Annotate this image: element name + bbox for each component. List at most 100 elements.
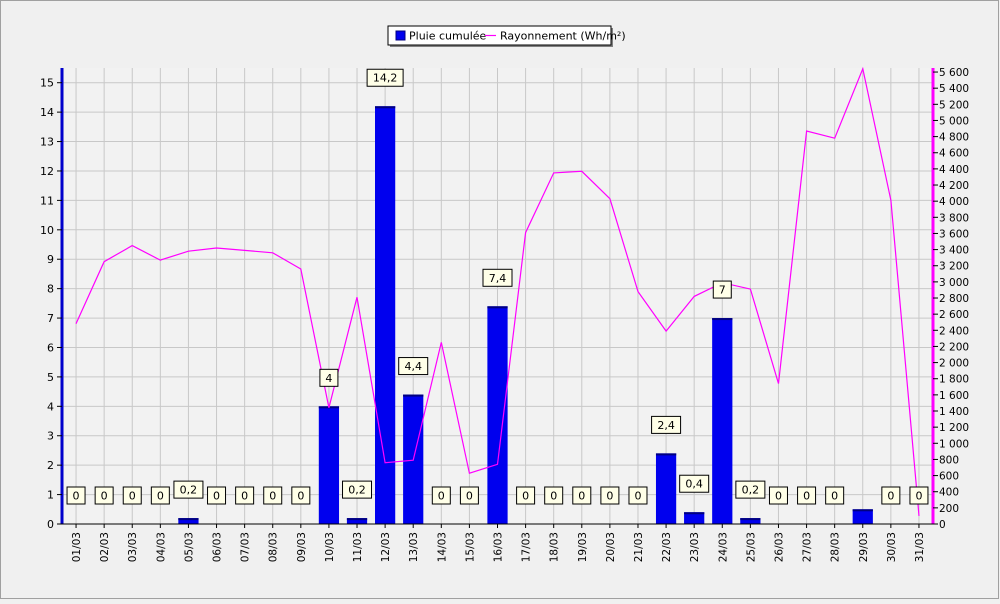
- bar-label: 0: [628, 486, 648, 505]
- bar-label-text: 0,2: [180, 484, 198, 497]
- bar-labels-layer: 0 0 0 0 0,2 0 0 0 0 4 0,2 14,2 4,4 0 0 7,4 0 0 0 0 0 2,4 0,4 7 0…: [66, 68, 929, 505]
- x-tick-label: 21/03: [633, 532, 645, 562]
- bar-label-text: 2,4: [657, 419, 675, 432]
- bar-top-edge: [403, 394, 424, 397]
- x-tick-label: 28/03: [830, 532, 842, 562]
- series-line-rayonnement: [75, 66, 920, 516]
- y-right-tick-label: 2 600: [939, 309, 969, 321]
- x-tick-label: 22/03: [661, 532, 673, 562]
- bar-label: 0: [797, 486, 817, 505]
- bar-label: 2,4: [651, 415, 682, 434]
- bar-label-box: [572, 486, 592, 505]
- x-tick-label: 05/03: [183, 532, 195, 562]
- bar-top-edge: [374, 106, 396, 109]
- bar-label-box: [66, 486, 86, 505]
- bar-label-box: [207, 486, 227, 505]
- x-tick-label: 15/03: [464, 532, 476, 562]
- bar-label-box: [516, 486, 536, 505]
- bar: [487, 306, 508, 524]
- bar: [178, 518, 199, 524]
- bar-label: 0: [881, 486, 901, 505]
- bar-label-text: 0: [213, 490, 220, 503]
- bar-label-box: [398, 357, 429, 376]
- x-tick-label: 12/03: [380, 532, 392, 562]
- bar-label-text: 0: [831, 490, 838, 503]
- y-left-tick-label: 2: [47, 459, 54, 472]
- x-tick-label: 31/03: [914, 532, 926, 562]
- bar-label-text: 0: [73, 490, 80, 503]
- bar-label-text: 0: [101, 490, 108, 503]
- bar-label-text: 7,4: [489, 272, 507, 285]
- bar-label: 0: [207, 486, 227, 505]
- y-left-tick-label: 10: [40, 224, 54, 237]
- y-left-tick-label: 11: [40, 194, 54, 207]
- x-tick-label: 25/03: [745, 532, 757, 562]
- y-left-tick-label: 3: [47, 430, 54, 443]
- y-left-tick-label: 5: [47, 371, 54, 384]
- y-left-tick-label: 13: [40, 136, 54, 149]
- x-tick-label: 29/03: [858, 532, 870, 562]
- y-left-tick-label: 15: [40, 77, 54, 90]
- bar-label-box: [600, 486, 620, 505]
- bar-top-edge: [852, 509, 873, 512]
- y-right-tick-label: 2 400: [939, 325, 969, 337]
- bar-label: 0: [825, 486, 845, 505]
- y-left-tick-label: 1: [47, 489, 54, 502]
- bar-label-text: 0: [438, 490, 445, 503]
- y-left-tick-label: 12: [40, 165, 54, 178]
- bar-top-edge: [740, 518, 761, 521]
- bar: [318, 406, 340, 524]
- y-right-tick-label: 5 600: [939, 67, 969, 79]
- bar-label-text: 0: [466, 490, 473, 503]
- legend-swatch-bar: [395, 30, 406, 41]
- bar-top-edge: [684, 512, 705, 515]
- x-tick-label: 18/03: [549, 532, 561, 562]
- y-right-tick-label: 2 800: [939, 293, 969, 305]
- y-right-tick-label: 600: [939, 471, 959, 483]
- bar-label: 0: [600, 486, 620, 505]
- y-left-tick-label: 9: [47, 253, 54, 266]
- bar-label: 7,4: [482, 268, 513, 287]
- bar: [852, 509, 873, 524]
- bar-label-text: 0: [269, 490, 276, 503]
- bar-label-text: 0: [634, 490, 641, 503]
- bar-label-box: [909, 486, 929, 505]
- bar-label-text: 0: [803, 490, 810, 503]
- x-tick-label: 03/03: [127, 532, 139, 562]
- y-right-tick-label: 3 800: [939, 212, 969, 224]
- y-left-tick-label: 14: [40, 106, 54, 119]
- x-tick-label: 26/03: [773, 532, 785, 562]
- bar-label-box: [628, 486, 648, 505]
- y-right-tick-label: 2 200: [939, 341, 969, 353]
- bar: [684, 512, 705, 524]
- bar-label-box: [459, 486, 479, 505]
- x-tick-label: 08/03: [268, 532, 280, 562]
- bar-label: 0: [94, 486, 114, 505]
- y-right-tick-label: 1 000: [939, 438, 969, 450]
- y-right-tick-label: 3 600: [939, 228, 969, 240]
- bar-label-box: [263, 486, 283, 505]
- y-right-tick-label: 1 200: [939, 422, 969, 434]
- y-right-tick-label: 4 800: [939, 132, 969, 144]
- bar-label: 4: [319, 368, 339, 387]
- bar-label-box: [173, 480, 204, 499]
- bar-label: 0: [572, 486, 592, 505]
- bar-label: 0: [263, 486, 283, 505]
- y-right-tick-label: 3 000: [939, 277, 969, 289]
- bar-label: 0,4: [679, 474, 710, 493]
- bar-label-box: [881, 486, 901, 505]
- x-tick-label: 10/03: [324, 532, 336, 562]
- x-tick-label: 04/03: [155, 532, 167, 562]
- bar-top-edge: [178, 518, 199, 521]
- bar-label-box: [319, 368, 339, 387]
- x-tick-label: 23/03: [689, 532, 701, 562]
- y-left-tick-label: 6: [47, 341, 54, 354]
- bar-label-box: [150, 486, 170, 505]
- x-tick-label: 24/03: [717, 532, 729, 562]
- x-tick-label: 30/03: [886, 532, 898, 562]
- bar-label: 0: [544, 486, 564, 505]
- bar-label: 0: [909, 486, 929, 505]
- x-tick-label: 01/03: [71, 532, 83, 562]
